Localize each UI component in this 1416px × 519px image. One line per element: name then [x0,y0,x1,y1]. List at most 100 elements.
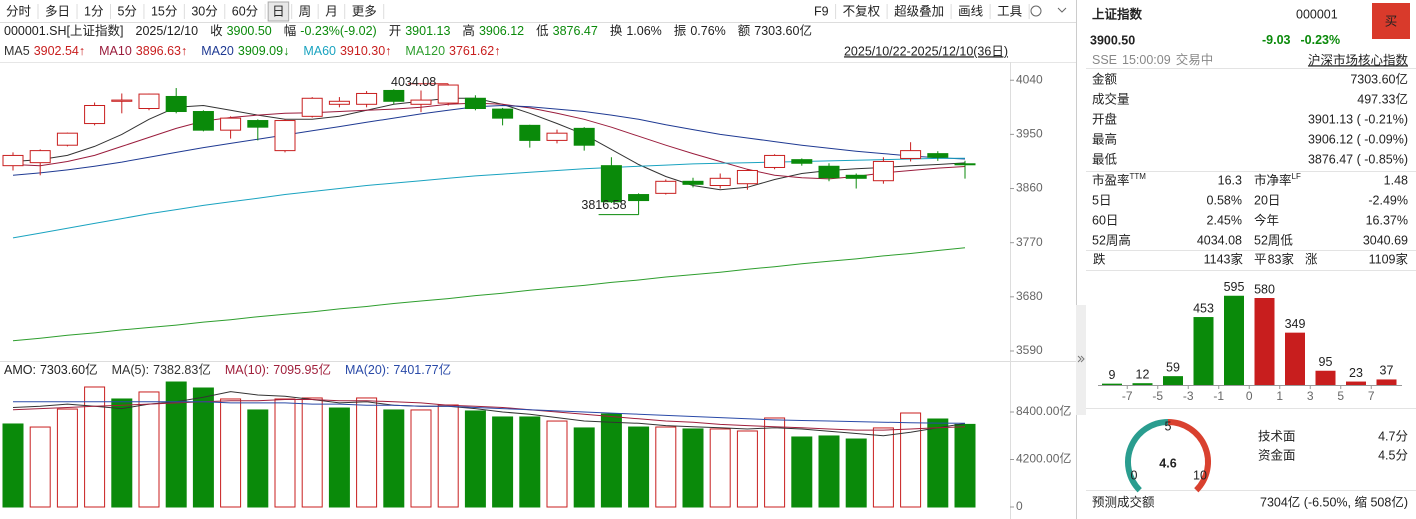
score-value: 4.5分 [1378,448,1408,462]
stat-label: 开盘 [1092,111,1117,126]
quote-change-part: -9.03 [1262,33,1291,47]
candle-body [682,180,704,185]
candle-body [274,120,296,152]
ma-legend-part: 3896.63↑ [136,44,187,58]
period-tab[interactable]: 更多 [352,4,377,18]
tool-button[interactable]: 不复权 [843,3,881,18]
tool-button[interactable]: 画线 [958,4,984,18]
ratio-label-sup: TTM [1130,172,1147,181]
period-tab[interactable]: 月 [325,4,338,18]
tool-button[interactable]: 工具 [997,4,1023,18]
dist-bar [1315,370,1336,385]
dist-tick-label: 1 [1276,389,1283,403]
volume-ma-line [13,401,966,424]
period-tab[interactable]: 周 [299,4,312,18]
volume-bar [84,386,106,508]
ma-line [12,102,966,180]
ma-legend-part: 3761.62↑ [449,44,500,58]
candle-body [410,99,432,105]
volume-bar [383,409,405,508]
volume-bar [165,381,187,508]
volume-legend-part: MA(5): [112,363,150,377]
quote-status-part: SSE [1092,53,1117,67]
info-bar-part: 高 [462,23,475,38]
candle-body [328,100,350,105]
volume-bar [872,427,894,508]
ma-legend: MA5 3902.54↑ MA10 3896.63↑ MA20 3909.09↓ MA60 3… [4,44,500,58]
volume-bar [736,430,758,508]
volume-bar [682,428,704,508]
ma-line [12,104,966,176]
date-range[interactable]: 2025/10/22-2025/12/10(36日) [844,44,1008,58]
volume-bar [437,404,459,508]
dist-value-label: 349 [1285,317,1306,331]
ma-legend-part: MA60 [303,44,336,58]
y-tick-label: 3680 [1016,289,1043,303]
tool-icons[interactable] [1030,5,1067,17]
quote-change-part: -0.23% [1301,33,1341,47]
candle-body [818,165,840,179]
ma-legend-part: MA120 [405,44,445,58]
dist-tick-label: -3 [1183,389,1194,403]
ratio-value: -2.49% [1368,193,1408,207]
dist-value-label: 12 [1136,367,1150,381]
info-bar-part: 幅 [284,23,297,38]
collapse-handle[interactable] [1076,305,1086,415]
candle-body [29,150,51,164]
side-separators [1086,68,1416,491]
period-tab[interactable]: 5分 [117,4,136,18]
annotation: 3816.58 [581,198,626,212]
volume-bar [247,409,269,508]
tool-button[interactable]: 超级叠加 [894,3,944,18]
dist-bar [1346,381,1366,385]
tool-button[interactable]: F9 [814,4,829,18]
volume-bar [192,387,214,508]
period-tab[interactable]: 30分 [191,4,217,18]
ma-legend-part: MA5 [4,44,30,58]
volume-bar [138,391,160,508]
buy-button[interactable] [1372,3,1410,39]
candle-body [111,99,133,102]
ratio-label: 市净率LF [1254,172,1301,187]
volume-bar [519,416,541,508]
buy-label[interactable]: 买 [1385,14,1398,28]
ma-legend-part: MA10 [99,44,132,58]
stat-value: 3876.47 ( -0.85%) [1308,152,1408,166]
quote-status-part: 交易中 [1176,52,1214,67]
dist-tick-label: -7 [1122,389,1133,403]
period-tab[interactable]: 1分 [84,4,103,18]
period-tab[interactable]: 分时 [6,4,32,18]
dist-tick-label: 5 [1337,389,1344,403]
info-bar-part: 3900.50 [227,24,272,38]
breadth-label: 平 [1254,252,1267,266]
score-label: 资金面 [1258,447,1296,462]
breadth-value: 83家 [1268,251,1295,266]
volume-bar [464,410,486,508]
quote-tag[interactable]: 沪深市场核心指数 [1308,52,1409,67]
volume-bar [709,428,731,508]
info-bar-part: 3906.12 [479,24,524,38]
y-tick-label: 3590 [1016,343,1043,357]
info-bar-part: 0.76% [690,24,725,38]
period-tab[interactable]: 多日 [45,4,70,18]
volume-bar [220,398,242,508]
gauge-scale: 0 [1131,468,1138,482]
period-tab[interactable]: 15分 [151,4,177,18]
candle-body [464,97,486,110]
volume-bar [301,397,323,508]
dist-value-label: 595 [1224,280,1245,294]
info-bar: 000001.SH[上证指数] 2025/12/10 收 3900.50 幅 -0.23%… [4,23,812,38]
dist-tick-label: -1 [1213,389,1224,403]
ma-legend-part: 3910.30↑ [340,44,391,58]
y-tick-label: 4040 [1016,72,1043,86]
volume-bar [29,426,51,508]
candle-body [519,124,541,141]
ratio-label: 52周高 [1092,232,1131,247]
period-tab[interactable]: 60分 [232,4,258,18]
volume-bar [927,418,949,508]
volume-bar [56,408,78,508]
candle-body [927,153,949,158]
info-bar-part: 收 [210,24,223,38]
ratio-value: 16.37% [1366,213,1408,227]
period-tab[interactable]: 日 [272,4,285,18]
